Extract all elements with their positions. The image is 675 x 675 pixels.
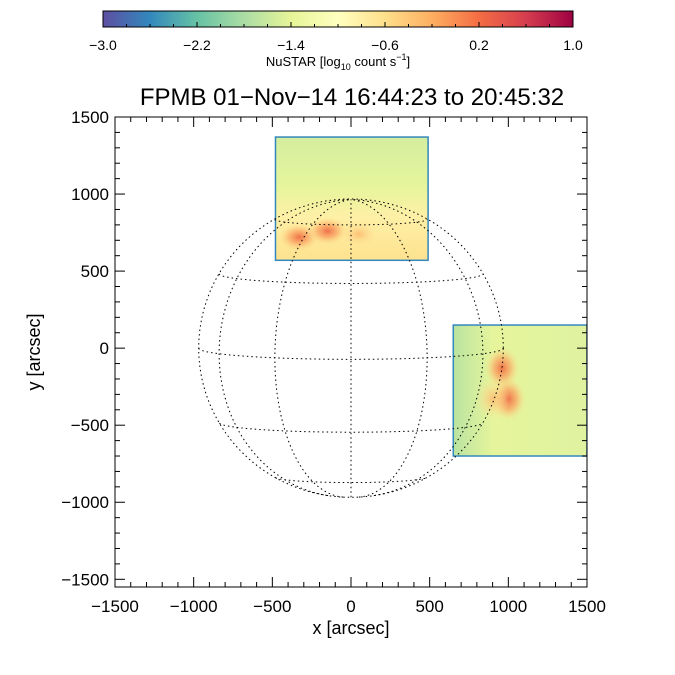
solar-parallel: [218, 273, 484, 284]
colorbar-ticks: −3.0 −2.2 −1.4 −0.6 0.2 1.0: [89, 22, 583, 53]
y-axis-title: y [arcsec]: [24, 313, 44, 390]
y-tick-label: 1000: [71, 185, 109, 204]
fov-hotspot: [338, 220, 380, 248]
solar-meridian: [218, 198, 352, 497]
y-tick-label: 500: [81, 262, 109, 281]
x-tick-label: −1000: [170, 597, 218, 616]
solar-parallel: [274, 219, 428, 226]
colorbar-tick-label: −0.6: [371, 37, 399, 53]
solar-limb: [198, 198, 504, 498]
colorbar-tick-label: 0.2: [469, 37, 489, 53]
fov-panel: [274, 136, 429, 262]
plot-area: [198, 136, 587, 498]
x-tick-label: −500: [253, 597, 291, 616]
solar-disk-grid: [198, 198, 504, 498]
y-tick-label: −500: [71, 416, 109, 435]
solar-parallel: [219, 422, 483, 433]
x-tick-label: 1500: [568, 597, 606, 616]
y-tick-label: −1500: [61, 570, 109, 589]
fields-of-view: [274, 136, 587, 457]
x-tick-label: 0: [346, 597, 355, 616]
colorbar-tick-label: −1.4: [277, 37, 305, 53]
axes: −1500 −1000 −500 0 500 1000 1500 −1500 −1000 −500…: [61, 108, 606, 616]
fov-hotspot: [475, 377, 510, 421]
y-tick-label: −1000: [61, 493, 109, 512]
solar-meridian: [350, 198, 484, 497]
plot-title: FPMB 01−Nov−14 16:44:23 to 20:45:32: [140, 84, 564, 111]
fov-panel: [452, 324, 587, 457]
colorbar-title: NuSTAR [log10 count s−1]: [266, 52, 410, 72]
fov-hotspot: [306, 217, 348, 245]
colorbar-tick-label: 1.0: [563, 37, 583, 53]
colorbar: −3.0 −2.2 −1.4 −0.6 0.2 1.0 NuSTAR [log10 cou…: [89, 10, 583, 72]
colorbar-tick-label: −2.2: [183, 37, 211, 53]
x-tick-label: 500: [415, 597, 443, 616]
y-tick-label: 0: [100, 339, 109, 358]
x-tick-label: 1000: [489, 597, 527, 616]
y-tick-label: 1500: [71, 108, 109, 127]
x-tick-label: −1500: [91, 597, 139, 616]
colorbar-tick-label: −3.0: [89, 37, 117, 53]
solar-parallel: [275, 477, 427, 484]
solar-parallel: [198, 348, 504, 360]
x-axis-title: x [arcsec]: [312, 618, 389, 638]
